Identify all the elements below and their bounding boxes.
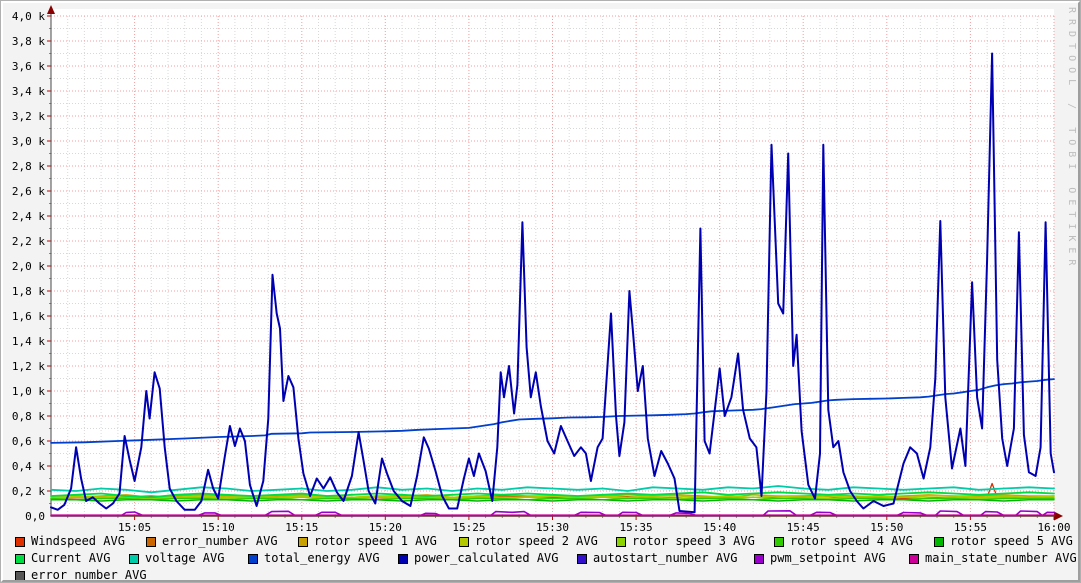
legend-row-2: Current AVG voltage AVG total_energy AVG po… xyxy=(1,552,1080,565)
legend-label: Current AVG xyxy=(31,551,111,565)
y-tick-label: 0,6 k xyxy=(12,435,45,448)
legend-item-autostart_number-avg: autostart_number AVG xyxy=(577,552,738,565)
y-tick-label: 3,6 k xyxy=(12,60,45,73)
legend-item-rotor-speed-3-avg: rotor speed 3 AVG xyxy=(616,535,755,548)
legend-swatch xyxy=(934,536,944,547)
y-tick-label: 0,2 k xyxy=(12,485,45,498)
legend-row-1: Windspeed AVG error_number AVG rotor speed… xyxy=(1,535,1080,548)
y-tick-label: 3,0 k xyxy=(12,135,45,148)
y-tick-label: 3,2 k xyxy=(12,110,45,123)
y-tick-label: 3,8 k xyxy=(12,35,45,48)
y-tick-label: 2,8 k xyxy=(12,160,45,173)
y-tick-label: 1,0 k xyxy=(12,385,45,398)
legend-label: rotor speed 3 AVG xyxy=(632,534,755,548)
y-tick-label: 1,6 k xyxy=(12,310,45,323)
legend-label: rotor speed 2 AVG xyxy=(475,534,598,548)
y-tick-label: 0,4 k xyxy=(12,460,45,473)
y-tick-label: 4,0 k xyxy=(12,10,45,23)
legend-swatch xyxy=(459,536,469,547)
legend-item-rotor-speed-1-avg: rotor speed 1 AVG xyxy=(298,535,437,548)
legend-label: Windspeed AVG xyxy=(31,534,125,548)
legend-item-rotor-speed-4-avg: rotor speed 4 AVG xyxy=(774,535,913,548)
legend-item-current-avg: Current AVG xyxy=(15,552,110,565)
legend-item-main_state_number-avg: main_state_number AVG xyxy=(909,552,1077,565)
legend-label: rotor speed 1 AVG xyxy=(314,534,437,548)
legend-item-pwm_setpoint-avg: pwm_setpoint AVG xyxy=(754,552,886,565)
x-tick-label: 16:00 xyxy=(1037,521,1070,534)
series-total_energy xyxy=(50,378,1055,444)
y-tick-label: 2,4 k xyxy=(12,210,45,223)
y-tick-label: 0,0 xyxy=(25,510,45,523)
series-rotor speed 5 xyxy=(50,499,1055,502)
legend-swatch xyxy=(774,536,784,547)
legend-swatch xyxy=(15,553,25,564)
chart-plot: 0,0 0,2 k 0,4 k 0,6 k 0,8 k 1,0 k 1,2 k 1,4 k 1,… xyxy=(12,5,1071,534)
y-axis-arrow xyxy=(47,5,55,14)
y-tick-label: 1,2 k xyxy=(12,360,45,373)
x-tick-label: 15:15 xyxy=(285,521,318,534)
watermark: RRDTOOL / TOBI OETIKER xyxy=(1066,7,1077,272)
legend-item-rotor-speed-5-avg: rotor speed 5 AVG xyxy=(934,535,1073,548)
legend-item-error_number-avg: error_number AVG xyxy=(15,569,147,582)
legend-swatch xyxy=(577,553,587,564)
y-tick-label: 2,6 k xyxy=(12,185,45,198)
legend-label: power_calculated AVG xyxy=(414,551,559,565)
legend-label: total_energy AVG xyxy=(264,551,380,565)
series-pwm_setpoint xyxy=(50,509,1055,517)
x-tick-label: 15:05 xyxy=(118,521,151,534)
legend-swatch xyxy=(146,536,156,547)
legend-swatch xyxy=(616,536,626,547)
y-tick-label: 3,4 k xyxy=(12,85,45,98)
x-tick-label: 15:10 xyxy=(202,521,235,534)
legend-swatch xyxy=(15,536,25,547)
legend-swatch xyxy=(15,570,25,581)
legend-row-3: error_number AVG xyxy=(1,569,1080,582)
y-tick-label: 1,8 k xyxy=(12,285,45,298)
series-voltage xyxy=(50,485,1055,494)
legend-label: voltage AVG xyxy=(145,551,225,565)
x-tick-label: 15:30 xyxy=(536,521,569,534)
legend-swatch xyxy=(129,553,139,564)
legend-label: pwm_setpoint AVG xyxy=(770,551,886,565)
legend-swatch xyxy=(754,553,764,564)
x-axis-arrow xyxy=(1054,511,1063,521)
x-tick-label: 15:45 xyxy=(787,521,820,534)
legend-label: error_number AVG xyxy=(31,568,147,582)
y-tick-label: 2,2 k xyxy=(12,235,45,248)
legend-label: rotor speed 4 AVG xyxy=(790,534,913,548)
legend-swatch xyxy=(909,553,919,564)
legend-item-power_calculated-avg: power_calculated AVG xyxy=(398,552,559,565)
legend-item-rotor-speed-2-avg: rotor speed 2 AVG xyxy=(459,535,598,548)
legend-swatch xyxy=(248,553,258,564)
legend-swatch xyxy=(398,553,408,564)
y-tick-label: 2,0 k xyxy=(12,260,45,273)
legend-item-voltage-avg: voltage AVG xyxy=(129,552,224,565)
legend-swatch xyxy=(298,536,308,547)
legend-item-total_energy-avg: total_energy AVG xyxy=(248,552,380,565)
x-tick-label: 15:40 xyxy=(703,521,736,534)
legend-item-error_number-avg: error_number AVG xyxy=(146,535,278,548)
x-tick-label: 15:25 xyxy=(452,521,485,534)
legend-label: main_state_number AVG xyxy=(925,551,1077,565)
y-tick-label: 0,8 k xyxy=(12,410,45,423)
legend-label: autostart_number AVG xyxy=(593,551,738,565)
legend-label: rotor speed 5 AVG xyxy=(950,534,1073,548)
x-tick-label: 15:20 xyxy=(369,521,402,534)
x-tick-label: 15:50 xyxy=(870,521,903,534)
x-tick-label: 15:55 xyxy=(954,521,987,534)
x-tick-label: 15:35 xyxy=(620,521,653,534)
y-tick-label: 1,4 k xyxy=(12,335,45,348)
series-power_calculated xyxy=(50,52,1055,514)
legend-label: error_number AVG xyxy=(162,534,278,548)
legend-item-windspeed-avg: Windspeed AVG xyxy=(15,535,125,548)
